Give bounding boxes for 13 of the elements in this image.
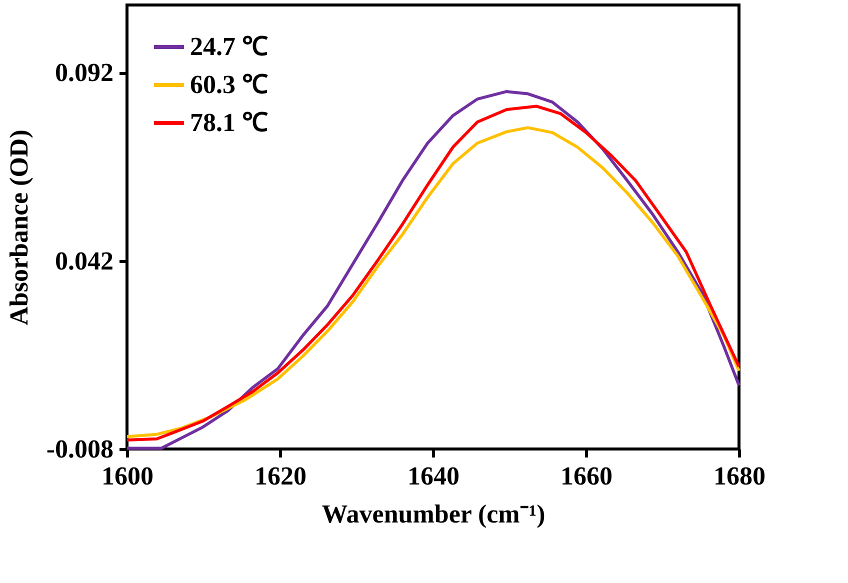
x-tick-label: 1680 (714, 462, 766, 490)
legend-label: 78.1 ℃ (190, 108, 268, 137)
x-tick-label: 1600 (102, 462, 154, 490)
y-tick-label: 0.042 (55, 246, 114, 276)
x-tick-label: 1620 (254, 462, 306, 490)
y-tick-label: 0.092 (55, 58, 114, 88)
legend-label: 60.3 ℃ (190, 70, 268, 99)
legend-label: 24.7 ℃ (190, 32, 268, 61)
y-tick-label: -0.008 (46, 434, 114, 464)
y-axis-title: Absorbance (OD) (4, 130, 34, 326)
x-tick-label: 1640 (408, 462, 460, 490)
x-tick-label: 1660 (560, 462, 612, 490)
x-axis-title: Wavenumber (cm⁻¹) (322, 500, 546, 528)
